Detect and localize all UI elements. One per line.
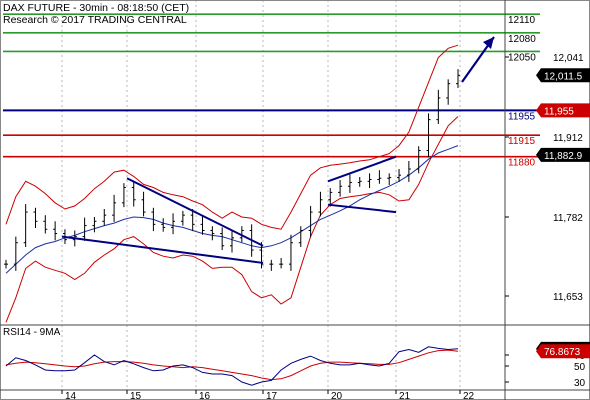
x-tick-label: 22 — [463, 391, 475, 400]
y-tick-label: 12,041 — [553, 53, 584, 64]
trendline — [61, 235, 264, 264]
level-label-11880: 11880 — [508, 158, 536, 169]
target-arrowhead — [483, 37, 494, 49]
y-tick-label: 11,782 — [553, 213, 583, 224]
rsi-panel-title: RSI14 - 9MA — [3, 327, 61, 338]
level-label-11955: 11955 — [508, 111, 536, 122]
price-badge-text: 12,011.5 — [544, 71, 583, 82]
price-badge-bg — [536, 68, 590, 83]
price-levels: 12110 12080 12050 11955 11915 11880 — [3, 13, 540, 169]
moving-average-line — [5, 145, 459, 274]
trendlines — [61, 36, 495, 264]
y-tick-label: 11,653 — [553, 292, 583, 303]
price-badge-text: 11,882.9 — [544, 151, 583, 162]
rsi-panel — [5, 346, 459, 386]
x-tick-label: 16 — [199, 391, 211, 400]
indicator-lines — [5, 44, 459, 323]
level-label-12050: 12050 — [508, 52, 536, 63]
price-badge-text: 11,955 — [544, 106, 574, 117]
x-tick-label: 15 — [130, 391, 142, 400]
y-tick-label: 11,912 — [553, 133, 583, 144]
price-badge-bg — [536, 147, 590, 162]
trendline — [327, 203, 397, 214]
grid — [61, 0, 461, 390]
chart-title: DAX FUTURE - 30min - 08:18:50 (CET) — [3, 2, 189, 14]
trendline — [126, 177, 264, 247]
price-badge-bg — [536, 103, 590, 118]
bollinger-upper-line — [5, 44, 459, 230]
level-label-12080: 12080 — [508, 34, 536, 45]
chart-subtitle: Research © 2017 TRADING CENTRAL — [3, 14, 187, 26]
price-bars — [4, 69, 460, 271]
x-tick-label: 21 — [399, 391, 411, 400]
rsi-badge-bg — [536, 344, 590, 359]
rsi-y-tick-label: 30 — [574, 378, 586, 389]
bollinger-lower-line — [5, 116, 459, 323]
rsi-ma-line — [5, 349, 459, 381]
rsi-y-tick-label: 50 — [574, 362, 586, 373]
trendline — [327, 155, 397, 183]
rsi-badge-text: 76.8673 — [544, 347, 581, 358]
x-tick-label: 14 — [65, 391, 77, 400]
level-label-12110: 12110 — [508, 15, 536, 26]
x-tick-label: 20 — [331, 391, 343, 400]
level-label-11915: 11915 — [508, 136, 536, 147]
x-tick-label: 17 — [266, 391, 278, 400]
rsi-line — [5, 346, 459, 386]
